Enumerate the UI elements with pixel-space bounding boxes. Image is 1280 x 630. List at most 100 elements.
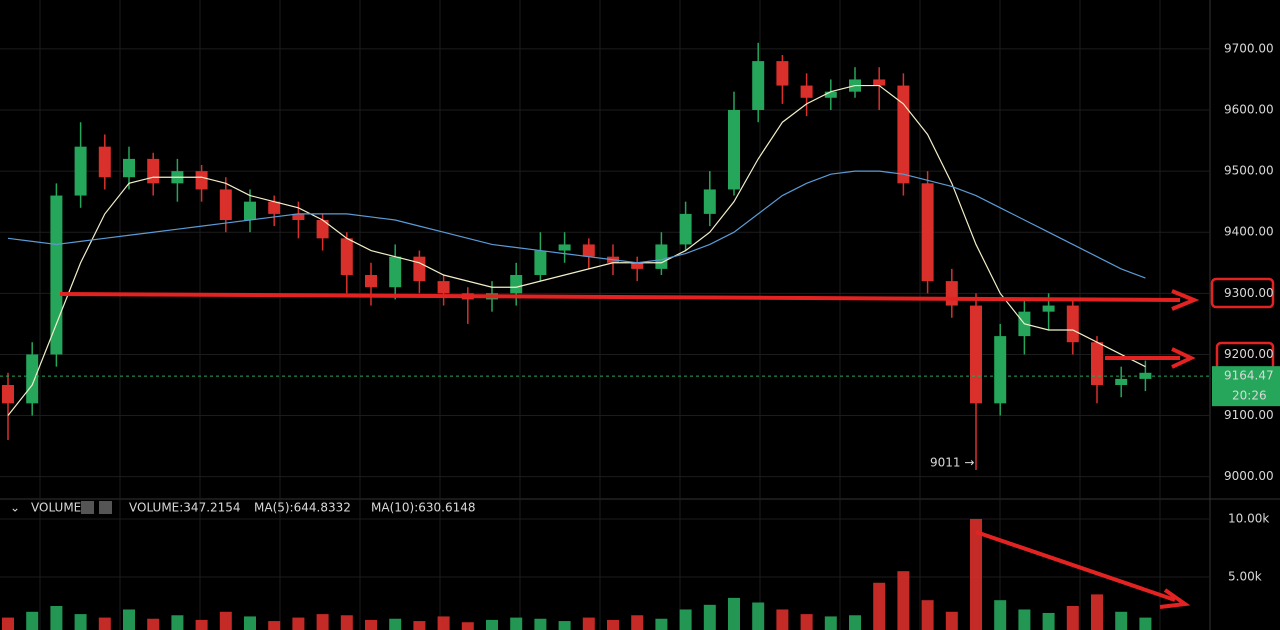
low-annotation: 9011 → (930, 455, 974, 469)
volume-value: VOLUME:347.2154 (129, 501, 241, 515)
volume-bar (752, 602, 765, 630)
volume-tick-label: 10.00k (1228, 511, 1269, 525)
volume-bar (728, 597, 740, 630)
volume-bar (1018, 609, 1031, 630)
volume-bar (703, 604, 716, 630)
volume-bar (340, 615, 353, 630)
candle-body (389, 256, 402, 288)
collapse-icon[interactable]: ⌄ (10, 501, 20, 515)
volume-bar (486, 619, 498, 630)
volume-bar (849, 615, 861, 630)
volume-trend-line (975, 530, 1176, 602)
volume-bar (147, 618, 160, 630)
candle-body (945, 281, 958, 306)
volume-bar (1115, 611, 1128, 630)
candle-body (510, 275, 523, 294)
candle-body (1139, 372, 1152, 379)
moving-average (7, 84, 1146, 416)
plot (2, 42, 1152, 630)
ma5-value: MA(5):644.8332 (254, 501, 351, 515)
settings-button[interactable] (81, 501, 94, 514)
candle-body (1091, 342, 1103, 385)
volume-bar (945, 611, 958, 630)
y-tick-label: 9300.00 (1224, 286, 1274, 300)
volume-bar (437, 616, 450, 630)
volume-bar (534, 618, 547, 630)
volume-bar (50, 605, 63, 630)
candle-body (655, 244, 668, 269)
candle-body (413, 256, 426, 282)
volume-bar (268, 621, 281, 630)
volume-bar (26, 611, 39, 630)
countdown-label: 20:26 (1232, 389, 1267, 403)
last-price-box (1212, 366, 1280, 407)
volume-bar (558, 621, 571, 630)
volume-bar (582, 617, 595, 630)
volume-bar (2, 617, 14, 630)
candle-body (1066, 305, 1079, 343)
candle-body (897, 85, 910, 184)
candle-body (994, 336, 1007, 404)
candle-body (147, 158, 160, 184)
candle-body (292, 213, 305, 220)
candle-body (921, 183, 934, 282)
candle-body (703, 189, 716, 214)
volume-tick-label: 5.00k (1228, 569, 1262, 583)
candle-body (824, 91, 837, 98)
volume-bar (98, 617, 111, 630)
volume-bar (219, 611, 232, 630)
candle-body (873, 79, 886, 86)
volume-bar (607, 619, 619, 630)
volume-bar (292, 617, 305, 630)
candle-body (74, 146, 87, 196)
candle-body (728, 110, 740, 190)
candle-body (340, 238, 353, 275)
candle-body (316, 220, 329, 239)
candle-body (631, 262, 644, 269)
volume-bar (244, 616, 256, 630)
volume-bar (1066, 605, 1079, 630)
y-tick-label: 9600.00 (1224, 103, 1274, 117)
volume-bar (1042, 612, 1055, 630)
volume-title: VOLUME (31, 501, 81, 515)
candle-body (776, 61, 789, 86)
candle-body (2, 385, 14, 404)
candle-body (26, 354, 39, 404)
candle-body (195, 171, 208, 190)
y-tick-label: 9100.00 (1224, 408, 1274, 422)
volume-bar (171, 615, 184, 630)
volume-bar (994, 600, 1007, 630)
y-tick-label: 9200.00 (1224, 347, 1274, 361)
candle-body (123, 158, 135, 178)
candle-body (365, 275, 377, 288)
volume-bar (897, 571, 910, 630)
arrow-head (1171, 289, 1200, 311)
support-line (59, 292, 1181, 302)
ma10-value: MA(10):630.6148 (371, 501, 476, 515)
volume-bar (1091, 594, 1103, 630)
volume-bar (679, 609, 692, 630)
candle-body (98, 146, 111, 178)
y-tick-label: 9400.00 (1224, 225, 1274, 239)
y-tick-label: 9700.00 (1224, 41, 1274, 55)
volume-bar (195, 619, 208, 630)
last-price-label: 9164.47 (1224, 369, 1274, 383)
volume-bar (510, 617, 523, 630)
volume-bar (123, 609, 135, 630)
candle-body (752, 61, 765, 110)
candle-body (50, 195, 63, 355)
highlight-box (1210, 277, 1275, 309)
candle-body (219, 189, 232, 220)
candle-body (1115, 378, 1128, 385)
candle-body (679, 213, 692, 245)
close-button[interactable] (99, 501, 112, 514)
volume-bar (74, 614, 87, 630)
candle-body (970, 305, 982, 404)
volume-bar (461, 622, 474, 630)
volume-header: ⌄ VOLUME VOLUME:347.2154 MA(5):644.8332 … (10, 501, 476, 515)
volume-bar (316, 614, 329, 630)
candle-body (800, 85, 813, 98)
